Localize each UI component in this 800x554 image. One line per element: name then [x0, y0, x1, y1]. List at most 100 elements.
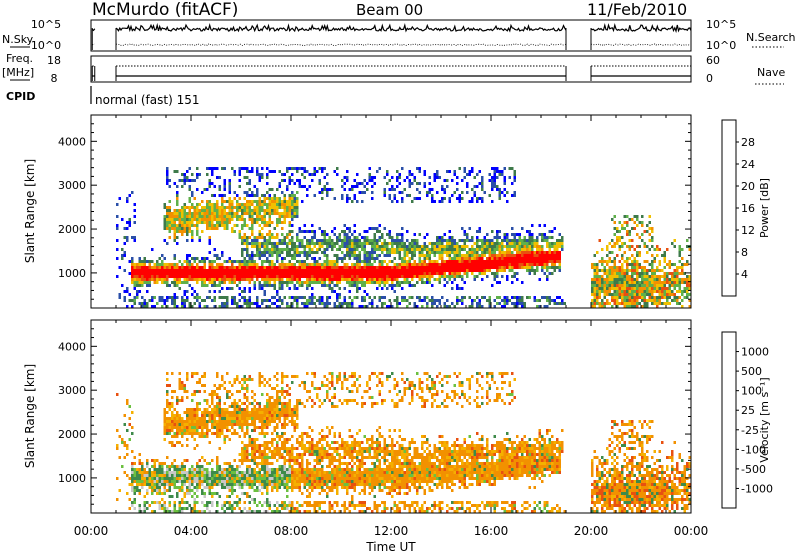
data-cell — [193, 504, 196, 507]
data-cell — [673, 275, 676, 278]
data-cell — [183, 272, 186, 275]
data-cell — [148, 281, 151, 284]
data-cell — [486, 275, 489, 278]
data-cell — [248, 218, 251, 221]
data-cell — [256, 305, 259, 308]
data-cell — [178, 372, 181, 375]
data-cell — [178, 489, 181, 492]
data-cell — [526, 230, 529, 233]
data-cell — [208, 414, 211, 417]
data-cell — [261, 227, 264, 230]
data-cell — [191, 468, 194, 471]
data-cell — [271, 263, 274, 266]
data-cell — [621, 257, 624, 260]
data-cell — [413, 260, 416, 263]
data-cell — [153, 459, 156, 462]
data-cell — [523, 302, 526, 305]
data-cell — [186, 378, 189, 381]
data-cell — [658, 275, 661, 278]
data-cell — [198, 278, 201, 281]
data-cell — [183, 218, 186, 221]
data-cell — [293, 278, 296, 281]
data-cell — [466, 269, 469, 272]
data-cell — [308, 266, 311, 269]
data-cell — [176, 471, 179, 474]
data-cell — [141, 474, 144, 477]
data-cell — [478, 248, 481, 251]
data-cell — [216, 284, 219, 287]
data-cell — [208, 296, 211, 299]
data-cell — [176, 278, 179, 281]
data-cell — [213, 206, 216, 209]
data-cell — [288, 197, 291, 200]
data-cell — [133, 477, 136, 480]
data-cell — [633, 266, 636, 269]
data-cell — [168, 224, 171, 227]
data-cell — [193, 507, 196, 510]
data-cell — [478, 245, 481, 248]
data-cell — [183, 215, 186, 218]
data-cell — [138, 480, 141, 483]
data-cell — [683, 278, 686, 281]
data-cell — [116, 444, 119, 447]
data-cell — [533, 260, 536, 263]
data-cell — [248, 260, 251, 263]
data-cell — [626, 302, 629, 305]
data-cell — [243, 287, 246, 290]
data-cell — [636, 272, 639, 275]
data-cell — [621, 263, 624, 266]
data-cell — [198, 417, 201, 420]
data-cell — [238, 233, 241, 236]
data-cell — [243, 299, 246, 302]
data-cell — [303, 185, 306, 188]
data-cell — [481, 278, 484, 281]
data-cell — [318, 266, 321, 269]
data-cell — [341, 260, 344, 263]
data-cell — [203, 423, 206, 426]
data-cell — [241, 227, 244, 230]
data-cell — [193, 266, 196, 269]
nsearch-line — [590, 43, 692, 47]
data-cell — [431, 305, 434, 308]
data-cell — [216, 510, 219, 513]
data-cell — [308, 245, 311, 248]
data-cell — [296, 215, 299, 218]
data-cell — [533, 251, 536, 254]
data-cell — [186, 390, 189, 393]
data-cell — [228, 182, 231, 185]
data-cell — [351, 302, 354, 305]
data-cell — [181, 420, 184, 423]
data-cell — [176, 191, 179, 194]
data-cell — [403, 257, 406, 260]
data-cell — [263, 254, 266, 257]
data-cell — [196, 278, 199, 281]
data-cell — [496, 257, 499, 260]
data-cell — [331, 281, 334, 284]
data-cell — [606, 254, 609, 257]
data-cell — [268, 194, 271, 197]
data-cell — [533, 263, 536, 266]
data-cell — [216, 212, 219, 215]
data-cell — [141, 465, 144, 468]
data-cell — [603, 269, 606, 272]
data-cell — [308, 254, 311, 257]
data-cell — [503, 236, 506, 239]
data-cell — [496, 263, 499, 266]
data-cell — [441, 254, 444, 257]
data-cell — [171, 266, 174, 269]
data-cell — [451, 260, 454, 263]
data-cell — [251, 191, 254, 194]
data-cell — [606, 260, 609, 263]
data-cell — [213, 212, 216, 215]
data-cell — [398, 242, 401, 245]
data-cell — [233, 197, 236, 200]
data-cell — [626, 281, 629, 284]
data-cell — [176, 272, 179, 275]
data-cell — [328, 236, 331, 239]
data-cell — [443, 251, 446, 254]
data-cell — [428, 188, 431, 191]
data-cell — [178, 378, 181, 381]
data-cell — [481, 245, 484, 248]
data-cell — [451, 242, 454, 245]
